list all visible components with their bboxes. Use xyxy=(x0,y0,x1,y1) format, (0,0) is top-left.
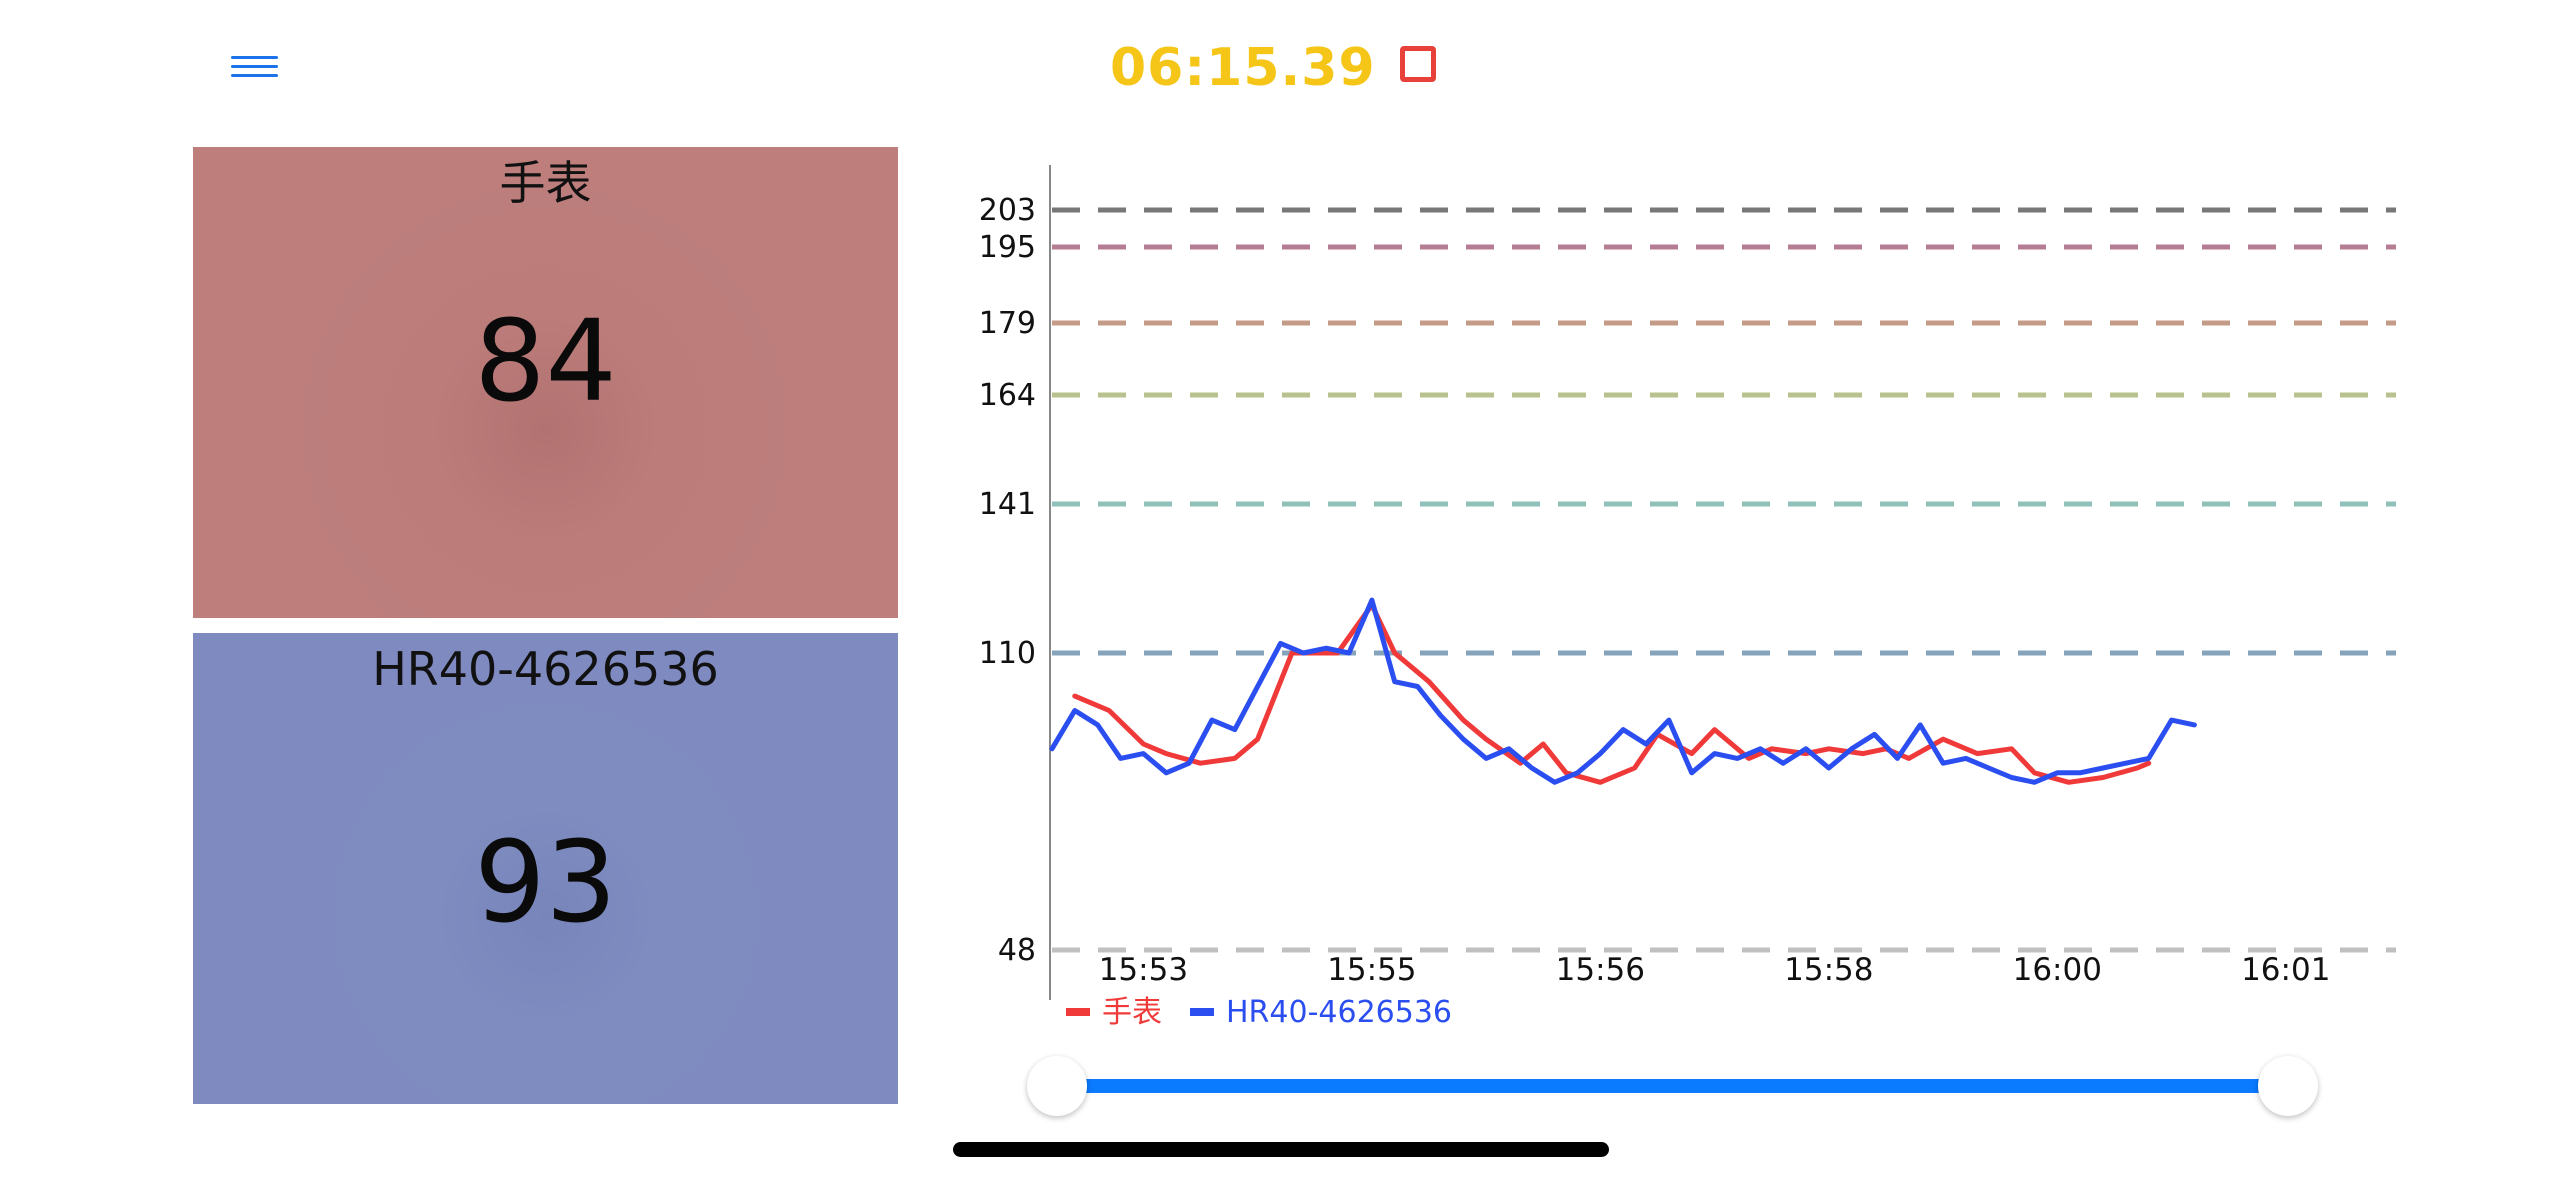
x-tick-label: 15:55 xyxy=(1327,952,1416,988)
range-start-handle[interactable] xyxy=(1027,1056,1087,1116)
hamburger-menu-icon[interactable] xyxy=(225,50,285,84)
y-tick-label: 110 xyxy=(979,636,1036,671)
device-name: 手表 xyxy=(499,156,592,210)
x-tick-label: 16:01 xyxy=(2241,952,2330,988)
time-range-slider-track[interactable] xyxy=(1058,1079,2288,1093)
legend-swatch xyxy=(1190,1008,1214,1016)
y-tick-label: 48 xyxy=(998,933,1036,968)
y-tick-label: 179 xyxy=(979,306,1036,341)
heart-rate-value: 84 xyxy=(474,297,617,427)
legend-swatch xyxy=(1066,1008,1090,1016)
x-tick-label: 15:56 xyxy=(1556,952,1645,988)
series-line-0 xyxy=(1072,602,2152,785)
device-panel-hr40: HR40-4626536 93 xyxy=(193,633,898,1104)
y-tick-label: 195 xyxy=(979,230,1036,265)
device-panel-watch: 手表 84 xyxy=(193,147,898,618)
heart-rate-value: 93 xyxy=(474,818,617,948)
x-tick-label: 15:58 xyxy=(1784,952,1873,988)
legend-label: HR40-4626536 xyxy=(1226,995,1452,1030)
series-line-1 xyxy=(1049,597,2197,785)
elapsed-timer: 06:15.39 xyxy=(1110,38,1376,98)
legend-label: 手表 xyxy=(1102,995,1162,1030)
stop-square-icon[interactable] xyxy=(1400,46,1436,82)
home-indicator xyxy=(953,1142,1609,1157)
y-tick-label: 203 xyxy=(979,193,1036,228)
range-end-handle[interactable] xyxy=(2258,1056,2318,1116)
x-tick-label: 16:00 xyxy=(2013,952,2102,988)
y-tick-label: 164 xyxy=(979,378,1036,413)
y-tick-label: 141 xyxy=(979,487,1036,522)
x-tick-label: 15:53 xyxy=(1099,952,1188,988)
device-name: HR40-4626536 xyxy=(372,642,719,696)
